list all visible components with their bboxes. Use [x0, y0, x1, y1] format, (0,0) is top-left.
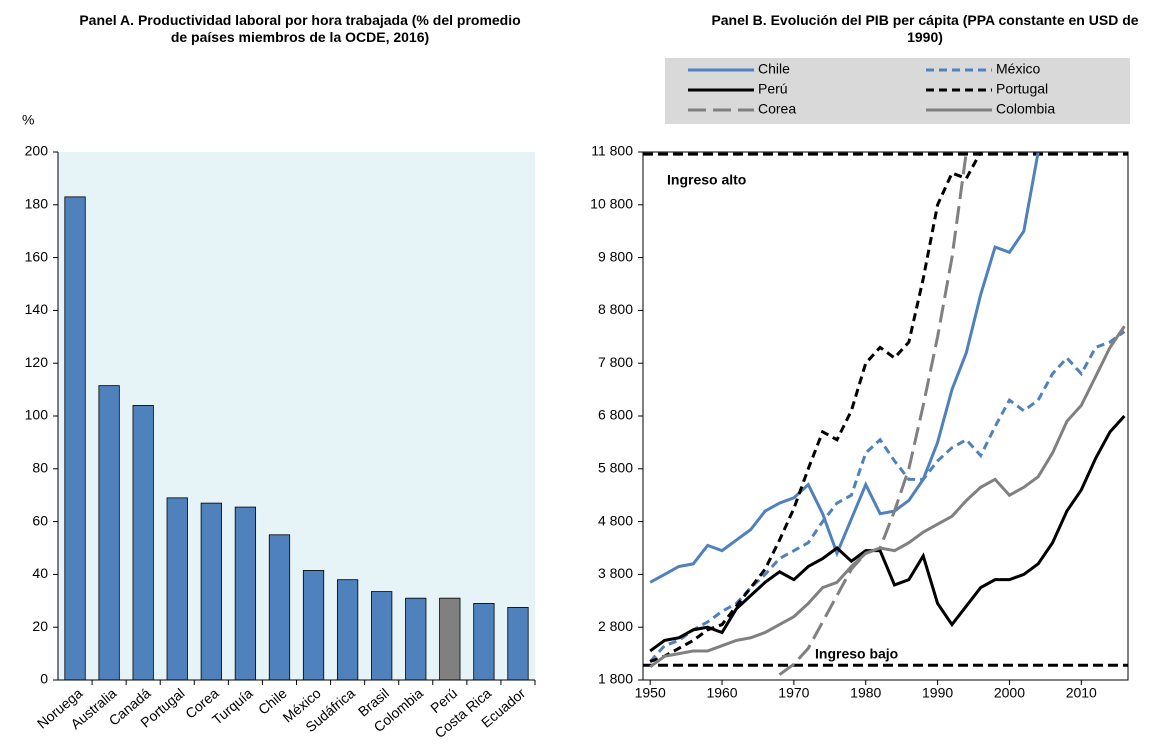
y-tick-label: 5 800 — [598, 460, 633, 476]
bar — [473, 603, 495, 681]
reference-label: Ingreso alto — [667, 172, 746, 188]
y-tick-label: 1 800 — [598, 671, 633, 687]
bar — [132, 405, 154, 681]
y-tick-label: 40 — [32, 565, 48, 581]
y-tick-label: 180 — [25, 196, 49, 212]
y-tick-label: 7 800 — [598, 354, 633, 370]
legend-label: Chile — [758, 61, 790, 77]
series-line — [649, 325, 1126, 669]
y-tick-label: 6 800 — [598, 407, 633, 423]
bar — [439, 597, 461, 681]
x-tick-label: 2000 — [994, 685, 1025, 701]
y-tick-label: 200 — [25, 143, 49, 159]
y-axis-label: % — [22, 112, 34, 128]
y-tick-label: 10 800 — [590, 196, 633, 212]
bar — [371, 591, 393, 681]
x-tick-label: 1980 — [850, 685, 881, 701]
y-tick-label: 0 — [40, 671, 48, 687]
bar — [98, 385, 120, 681]
legend-label: Corea — [758, 101, 796, 117]
x-tick-label: 1990 — [922, 685, 953, 701]
bar — [302, 570, 325, 681]
y-tick-label: 140 — [25, 301, 49, 317]
y-tick-label: 100 — [25, 407, 49, 423]
y-tick-label: 11 800 — [591, 143, 633, 159]
y-tick-label: 60 — [32, 512, 48, 528]
series-line — [649, 330, 1126, 663]
legend-label: Colombia — [996, 101, 1055, 117]
x-tick-label: 1970 — [778, 685, 809, 701]
y-tick-label: 120 — [25, 354, 49, 370]
bar — [64, 196, 86, 681]
bar — [336, 579, 359, 681]
x-tick-label: 1960 — [706, 685, 737, 701]
y-tick-label: 8 800 — [598, 301, 633, 317]
series-line — [649, 152, 1040, 584]
y-tick-label: 80 — [32, 460, 48, 476]
bar — [234, 506, 257, 681]
reference-label: Ingreso bajo — [815, 646, 898, 662]
x-tick-label: 2010 — [1066, 685, 1097, 701]
bar — [166, 497, 188, 681]
panel-a-title: Panel A. Productividad laboral por hora … — [79, 12, 521, 45]
y-tick-label: 160 — [25, 248, 49, 264]
series-line — [649, 152, 983, 663]
y-tick-label: 4 800 — [598, 512, 633, 528]
x-tick-label: 1950 — [635, 685, 666, 701]
series-line — [778, 152, 968, 676]
bar — [507, 607, 529, 681]
y-tick-label: 20 — [32, 618, 48, 634]
legend-label: Portugal — [996, 81, 1048, 97]
y-tick-label: 9 800 — [598, 248, 633, 264]
plot-frame — [642, 151, 1129, 681]
plot-lines — [643, 152, 1128, 676]
legend-label: México — [996, 61, 1041, 77]
y-tick-label: 2 800 — [598, 618, 633, 634]
legend-label: Perú — [758, 81, 788, 97]
bar — [268, 534, 291, 681]
series-line — [649, 414, 1126, 653]
panel-b-title: Panel B. Evolución del PIB per cápita (P… — [711, 12, 1139, 45]
plot-background — [58, 152, 535, 680]
bar — [405, 597, 427, 681]
bar — [200, 502, 222, 681]
y-tick-label: 3 800 — [598, 565, 633, 581]
